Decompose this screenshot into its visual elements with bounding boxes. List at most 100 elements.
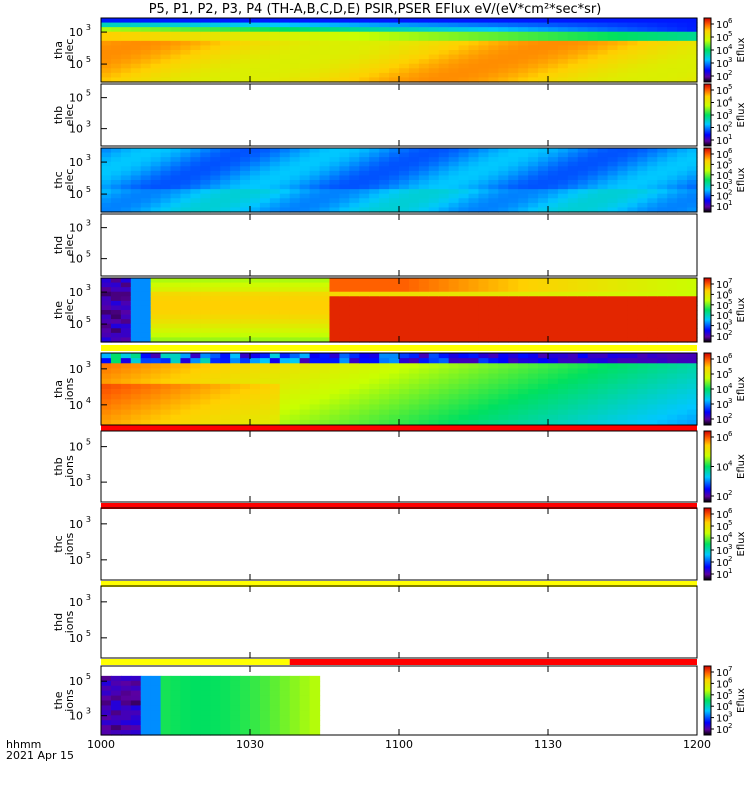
colorbar-tick-exponent: 3: [728, 56, 732, 64]
colorbar-tick-exponent: 2: [728, 329, 732, 337]
colorbar-tick-exponent: 6: [728, 147, 733, 155]
y-tick-exponent: 3: [86, 120, 91, 129]
colorbar-tick-exponent: 3: [728, 178, 732, 186]
colorbar-label: Eflux: [736, 167, 747, 192]
colorbar-label: Eflux: [736, 454, 747, 479]
colorbar-tick-exponent: 2: [728, 555, 732, 563]
y-tick-label: 10: [69, 188, 83, 201]
colorbar-label: Eflux: [736, 102, 747, 127]
colorbar-tick-exponent: 5: [728, 367, 732, 375]
panel-label: ions: [63, 532, 76, 555]
colorbar-tick-exponent: 4: [728, 168, 733, 176]
y-tick-label: 10: [69, 222, 83, 235]
y-tick-exponent: 5: [86, 55, 91, 64]
y-tick-label: 10: [69, 476, 83, 489]
colorbar-tick-label: 10: [716, 522, 729, 533]
colorbar-tick-exponent: 1: [728, 567, 732, 575]
panel-frame: [101, 586, 697, 658]
status-bar-segment: [101, 425, 697, 431]
y-tick-label: 10: [69, 286, 83, 299]
y-tick-exponent: 3: [86, 23, 91, 32]
panel-label: ions: [63, 455, 76, 478]
y-tick-label: 10: [69, 156, 83, 169]
y-tick-label: 10: [69, 632, 83, 645]
colorbar-tick-label: 10: [716, 679, 729, 690]
colorbar-tick-exponent: 4: [728, 699, 733, 707]
colorbar-tick-label: 10: [716, 280, 729, 291]
colorbar-tick-exponent: 1: [728, 133, 732, 141]
colorbar-tick-exponent: 2: [728, 412, 732, 420]
x-tick-label: 1200: [683, 738, 711, 751]
y-tick-exponent: 5: [86, 551, 91, 560]
y-tick-exponent: 5: [86, 89, 91, 98]
colorbar-tick-exponent: 3: [728, 397, 732, 405]
colorbar-tick-label: 10: [716, 355, 729, 366]
x-tick-label: 1000: [87, 738, 115, 751]
colorbar-tick-exponent: 6: [728, 676, 733, 684]
colorbar-tick-exponent: 3: [728, 319, 732, 327]
colorbar-tick-exponent: 7: [728, 665, 732, 673]
status-bar-segment: [101, 345, 697, 351]
colorbar-label: Eflux: [736, 37, 747, 62]
colorbar-tick-label: 10: [716, 311, 729, 322]
colorbar-tick-label: 10: [716, 150, 729, 161]
panel-label: ions: [63, 689, 76, 712]
colorbar-tick-label: 10: [716, 33, 729, 44]
y-tick-exponent: 3: [86, 283, 91, 292]
colorbar-tick-label: 10: [716, 59, 729, 70]
y-tick-exponent: 5: [86, 629, 91, 638]
y-tick-label: 10: [69, 675, 83, 688]
colorbar: [704, 353, 711, 425]
colorbar-tick-exponent: 2: [728, 121, 732, 129]
colorbar-tick-exponent: 4: [728, 96, 733, 104]
colorbar-tick-exponent: 5: [728, 688, 732, 696]
y-tick-label: 10: [69, 710, 83, 723]
colorbar-tick-label: 10: [716, 192, 729, 203]
colorbar-tick-label: 10: [716, 702, 729, 713]
y-tick-label: 10: [69, 554, 83, 567]
colorbar-tick-label: 10: [716, 492, 729, 503]
y-tick-exponent: 5: [86, 438, 91, 447]
status-bar-segment: [101, 659, 290, 665]
colorbar-tick-exponent: 6: [728, 507, 733, 515]
y-tick-exponent: 5: [86, 315, 91, 324]
colorbar-tick-exponent: 4: [728, 382, 733, 390]
y-tick-label: 10: [69, 92, 83, 105]
colorbar-tick-label: 10: [716, 124, 729, 135]
y-tick-exponent: 5: [86, 250, 91, 259]
panel-frame: [101, 508, 697, 580]
y-tick-exponent: 4: [86, 396, 91, 405]
colorbar-tick-label: 10: [716, 433, 729, 444]
colorbar-tick-label: 10: [716, 46, 729, 57]
colorbar-tick-exponent: 2: [728, 69, 732, 77]
colorbar-tick-exponent: 5: [728, 519, 732, 527]
y-tick-label: 10: [69, 318, 83, 331]
colorbar-tick-exponent: 6: [728, 430, 733, 438]
colorbar-tick-exponent: 6: [728, 352, 733, 360]
colorbar-tick-label: 10: [716, 99, 729, 110]
y-tick-label: 10: [69, 26, 83, 39]
colorbar-tick-label: 10: [716, 332, 729, 343]
colorbar-tick-exponent: 2: [728, 722, 732, 730]
colorbar-tick-exponent: 6: [728, 17, 733, 25]
colorbar-tick-label: 10: [716, 463, 729, 474]
x-tick-label: 1100: [385, 738, 413, 751]
y-tick-exponent: 3: [86, 153, 91, 162]
y-tick-label: 10: [69, 363, 83, 376]
colorbar-tick-exponent: 5: [728, 83, 732, 91]
colorbar-tick-label: 10: [716, 534, 729, 545]
colorbar-tick-label: 10: [716, 72, 729, 83]
colorbar-tick-exponent: 5: [728, 157, 732, 165]
colorbar-tick-exponent: 3: [728, 108, 732, 116]
colorbar-tick-label: 10: [716, 510, 729, 521]
colorbar-tick-label: 10: [716, 400, 729, 411]
colorbar-tick-label: 10: [716, 714, 729, 725]
y-tick-exponent: 3: [86, 515, 91, 524]
colorbar-tick-label: 10: [716, 668, 729, 679]
colorbar: [704, 431, 711, 502]
y-tick-exponent: 3: [86, 473, 91, 482]
colorbar-tick-exponent: 2: [728, 489, 732, 497]
colorbar-tick-label: 10: [716, 385, 729, 396]
y-tick-label: 10: [69, 253, 83, 266]
